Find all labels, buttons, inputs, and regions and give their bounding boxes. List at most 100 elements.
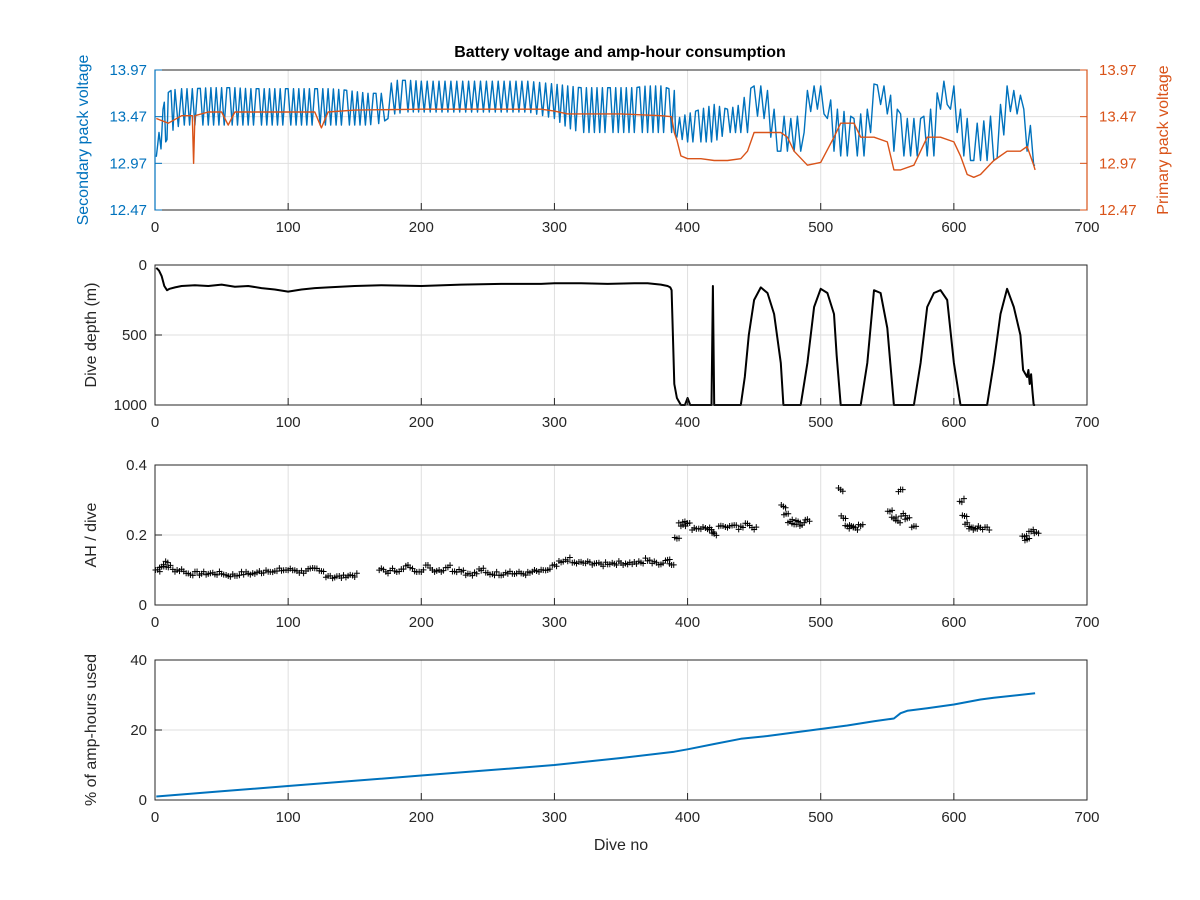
x-tick-label: 300 (542, 614, 567, 631)
y-axis-title: % of amp-hours used (83, 654, 100, 806)
data-point (739, 524, 746, 531)
y-tick-label: 0 (139, 792, 147, 809)
data-point (473, 570, 480, 577)
data-point (564, 558, 571, 565)
data-point (646, 557, 653, 564)
data-point (351, 573, 358, 580)
x-tick-label: 400 (675, 219, 700, 236)
data-point (353, 570, 360, 577)
data-point (1035, 530, 1042, 537)
x-tick-label: 600 (941, 809, 966, 826)
data-point (785, 510, 792, 517)
data-point (906, 514, 913, 521)
y-tick-label: 12.97 (109, 155, 147, 172)
y-axis-title: Dive depth (m) (83, 283, 100, 388)
data-point (522, 572, 529, 579)
y-right-tick-label: 12.47 (1099, 202, 1137, 219)
y-tick-label: 0 (139, 597, 147, 614)
data-point (553, 563, 560, 570)
data-point (859, 521, 866, 528)
x-tick-label: 0 (151, 809, 159, 826)
x-tick-label: 700 (1074, 219, 1099, 236)
x-tick-label: 0 (151, 614, 159, 631)
chart-title: Battery voltage and amp-hour consumption (454, 44, 786, 61)
x-tick-label: 0 (151, 219, 159, 236)
data-point (189, 572, 196, 579)
data-point (613, 562, 620, 569)
series-line (155, 79, 1036, 166)
series-line (156, 108, 1036, 178)
data-point (320, 568, 327, 575)
y-right-tick-label: 13.47 (1099, 109, 1137, 126)
data-point (566, 554, 573, 561)
data-point (958, 499, 965, 506)
data-point (420, 566, 427, 573)
x-tick-label: 200 (409, 614, 434, 631)
data-point (460, 567, 467, 574)
x-tick-label: 500 (808, 414, 833, 431)
data-point (854, 526, 861, 533)
data-point (801, 519, 808, 526)
y-tick-label: 12.47 (109, 202, 147, 219)
x-tick-label: 400 (675, 614, 700, 631)
x-tick-label: 400 (675, 809, 700, 826)
data-point (400, 566, 407, 573)
x-tick-label: 200 (409, 414, 434, 431)
data-point (1023, 532, 1030, 539)
y-right-tick-label: 13.97 (1099, 62, 1137, 79)
data-point (735, 526, 742, 533)
data-point (493, 568, 500, 575)
x-tick-label: 300 (542, 219, 567, 236)
data-point (986, 527, 993, 534)
data-point (214, 571, 221, 578)
data-point (676, 535, 683, 542)
depth-axes: 0 100 200 300 400 500 600 700 0 500 1000 Dive depth… (83, 257, 1100, 431)
data-point (200, 568, 207, 575)
y-tick-label: 40 (130, 652, 147, 669)
y-tick-label: 0.4 (126, 457, 147, 474)
y-axis-title: AH / dive (83, 502, 100, 567)
x-tick-label: 100 (276, 219, 301, 236)
x-tick-label: 500 (808, 809, 833, 826)
data-point (839, 488, 846, 495)
x-tick-label: 700 (1074, 614, 1099, 631)
data-point (675, 519, 682, 526)
y-axis-title: Secondary pack voltage (75, 55, 92, 226)
x-tick-label: 200 (409, 809, 434, 826)
x-tick-label: 500 (808, 219, 833, 236)
series-line (156, 692, 1036, 798)
x-axis-title: Dive no (594, 837, 648, 854)
y-tick-label: 13.97 (109, 62, 147, 79)
data-point (842, 515, 849, 522)
ah-per-dive-axes: 0 100 200 300 400 500 600 700 0 0.2 0.4 AH / dive (83, 457, 1100, 631)
data-point (899, 486, 906, 493)
x-tick-label: 300 (542, 414, 567, 431)
y-tick-label: 0.2 (126, 527, 147, 544)
x-tick-label: 700 (1074, 414, 1099, 431)
data-point (897, 519, 904, 526)
x-tick-label: 100 (276, 809, 301, 826)
data-point (469, 572, 476, 579)
data-point (480, 565, 487, 572)
y-tick-label: 20 (130, 722, 147, 739)
x-tick-label: 600 (941, 414, 966, 431)
data-point (194, 568, 201, 575)
data-point (782, 504, 789, 511)
x-tick-label: 100 (276, 614, 301, 631)
y-tick-label: 0 (139, 257, 147, 274)
y-tick-label: 500 (122, 327, 147, 344)
x-tick-label: 300 (542, 809, 567, 826)
data-point (640, 560, 647, 567)
x-tick-label: 600 (941, 614, 966, 631)
data-point (913, 523, 920, 530)
y-right-tick-label: 12.97 (1099, 155, 1137, 172)
x-tick-label: 200 (409, 219, 434, 236)
data-point (753, 524, 760, 531)
data-point (1030, 526, 1037, 533)
data-point (964, 519, 971, 526)
y-right-axis-title: Primary pack voltage (1155, 65, 1172, 214)
x-tick-label: 100 (276, 414, 301, 431)
data-point (447, 562, 454, 569)
data-point (546, 566, 553, 573)
